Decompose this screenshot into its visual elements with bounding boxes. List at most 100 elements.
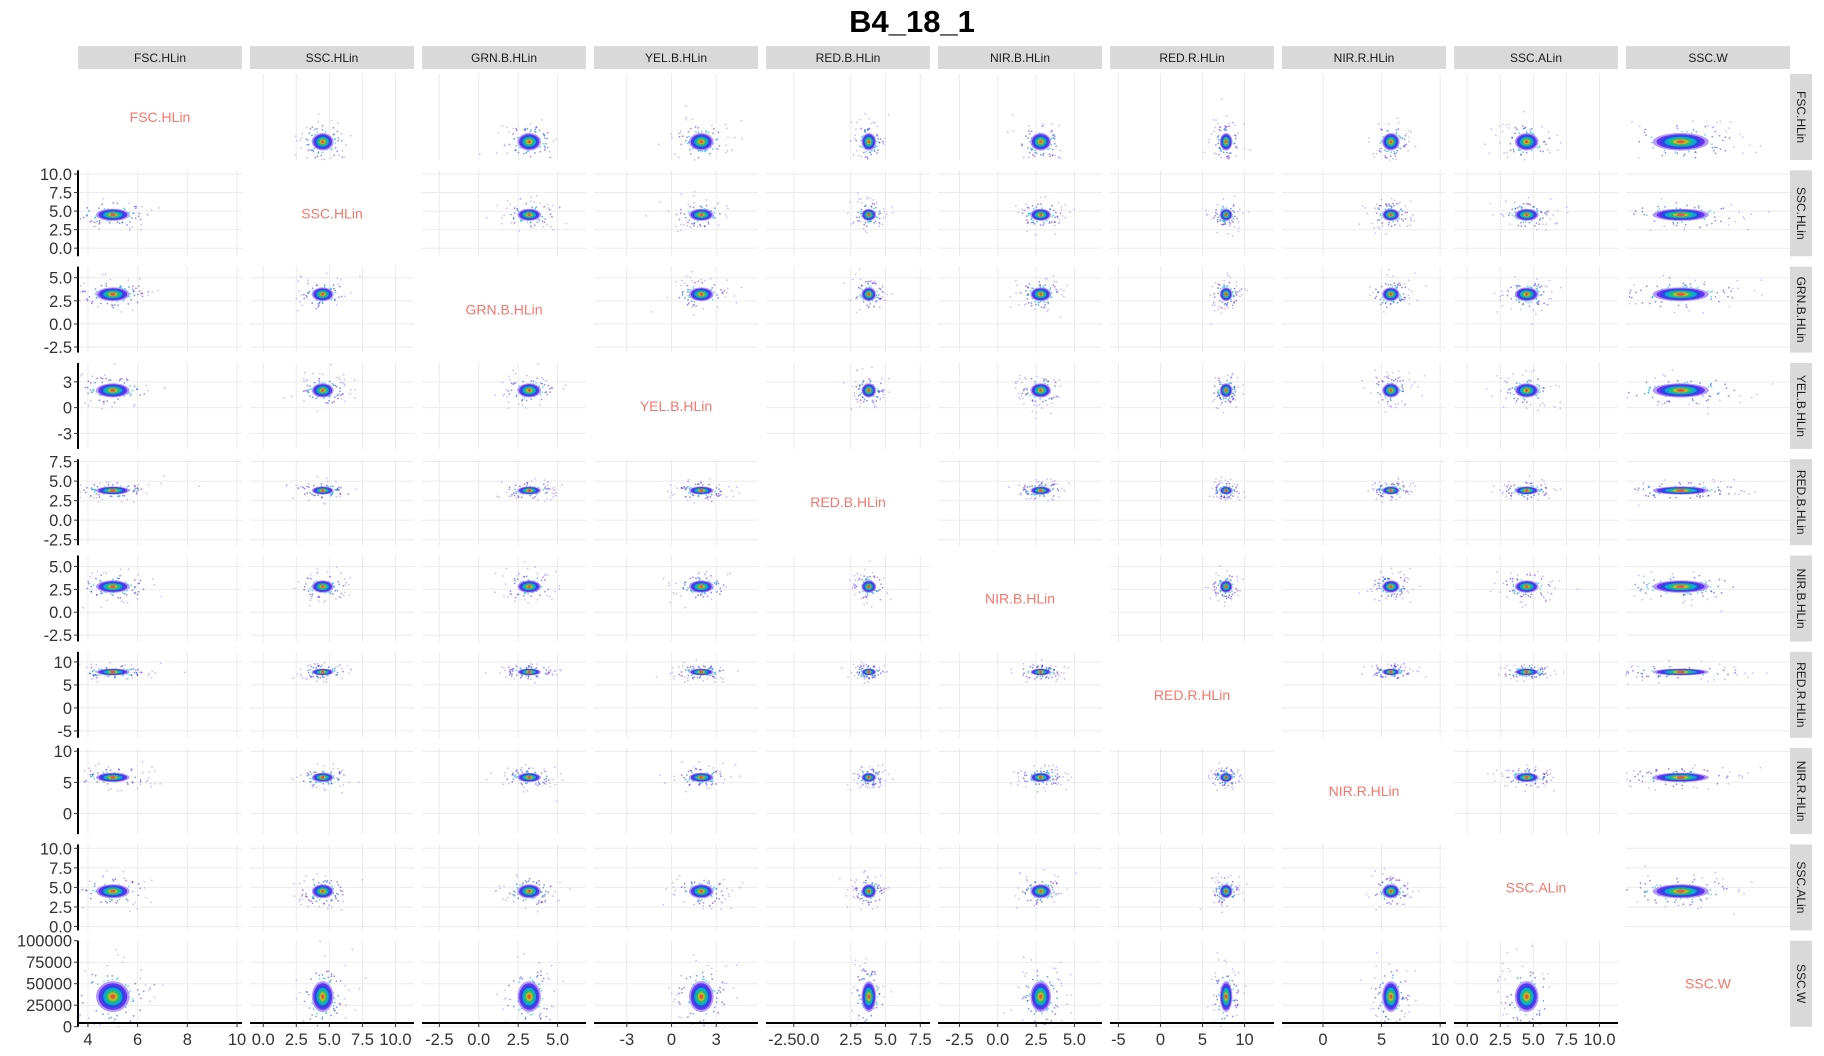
data-point xyxy=(101,407,103,410)
data-point xyxy=(689,148,691,151)
data-point xyxy=(1376,203,1378,206)
data-point xyxy=(1703,218,1706,221)
data-point xyxy=(544,492,547,495)
data-point xyxy=(1040,407,1043,409)
data-point xyxy=(1404,286,1407,289)
data-point xyxy=(709,152,711,155)
data-point xyxy=(1064,203,1067,206)
data-point xyxy=(1231,492,1234,494)
data-point xyxy=(1240,293,1243,296)
data-point xyxy=(354,388,357,391)
data-point xyxy=(90,220,93,222)
data-point xyxy=(135,287,137,290)
data-point xyxy=(307,499,310,502)
data-point xyxy=(1656,404,1659,406)
data-point xyxy=(285,483,288,486)
data-point xyxy=(1664,152,1667,154)
data-point xyxy=(108,379,110,382)
data-point xyxy=(1051,148,1054,151)
data-point xyxy=(520,220,523,222)
data-point xyxy=(1538,145,1541,148)
data-point xyxy=(1520,221,1522,224)
panel xyxy=(594,170,758,257)
data-point xyxy=(87,380,90,383)
data-point xyxy=(713,211,716,214)
data-point xyxy=(1517,149,1520,151)
data-point xyxy=(306,485,308,488)
gridlines xyxy=(594,266,758,353)
data-point xyxy=(91,572,93,575)
gridlines xyxy=(78,555,242,642)
data-point xyxy=(1390,378,1393,381)
data-point xyxy=(1552,214,1554,217)
data-point xyxy=(1530,131,1532,134)
data-point xyxy=(725,144,727,146)
data-point xyxy=(552,495,555,498)
data-point xyxy=(131,389,134,392)
data-point xyxy=(534,128,537,131)
density-core xyxy=(96,383,130,398)
data-point xyxy=(1034,417,1037,420)
data-point xyxy=(1499,299,1502,301)
data-point xyxy=(85,486,88,489)
data-point xyxy=(856,216,858,219)
data-point xyxy=(1042,222,1045,224)
data-point xyxy=(296,309,299,312)
data-point xyxy=(87,582,90,585)
data-point xyxy=(1378,489,1381,492)
data-point xyxy=(858,197,860,200)
data-point xyxy=(1230,497,1232,500)
data-point xyxy=(869,151,871,154)
data-point xyxy=(111,483,114,486)
data-point xyxy=(198,485,200,487)
density-ring xyxy=(1224,140,1228,144)
data-point xyxy=(1039,397,1041,400)
data-point xyxy=(1231,374,1234,376)
data-point xyxy=(725,216,728,219)
data-point xyxy=(1728,217,1731,220)
data-point xyxy=(870,205,873,208)
data-point xyxy=(1706,224,1708,227)
data-point xyxy=(1506,485,1508,488)
data-point xyxy=(1034,151,1037,154)
data-point xyxy=(666,296,669,299)
data-point xyxy=(1235,154,1238,157)
data-point xyxy=(1044,195,1047,198)
data-point xyxy=(1215,478,1217,480)
data-point xyxy=(1684,223,1687,226)
data-point xyxy=(1222,198,1225,201)
data-point xyxy=(1515,400,1518,402)
density-core xyxy=(96,486,130,495)
data-point xyxy=(307,139,309,141)
data-point xyxy=(80,374,82,377)
data-point xyxy=(1538,384,1540,387)
data-point xyxy=(1525,151,1528,154)
data-point xyxy=(1506,381,1509,383)
data-point xyxy=(1512,148,1515,151)
data-point xyxy=(1236,376,1239,379)
density-core xyxy=(96,287,130,302)
data-point xyxy=(1698,483,1701,486)
data-point xyxy=(1227,306,1229,309)
data-point xyxy=(95,594,98,596)
data-point xyxy=(533,224,536,227)
strip-label: FSC.HLin xyxy=(134,51,186,65)
data-point xyxy=(1380,140,1383,143)
data-point xyxy=(101,381,104,384)
strip-label: YEL.B.HLin xyxy=(1794,375,1808,437)
data-point xyxy=(1393,152,1396,155)
data-point xyxy=(126,224,128,226)
data-point xyxy=(1011,114,1014,116)
data-point xyxy=(525,407,528,409)
data-point xyxy=(343,155,346,158)
data-point xyxy=(1247,210,1250,213)
data-point xyxy=(1404,205,1407,207)
data-point xyxy=(1215,406,1218,409)
data-point xyxy=(308,132,311,135)
data-point xyxy=(337,283,339,286)
data-point xyxy=(1223,128,1225,131)
data-point xyxy=(1383,149,1386,152)
data-point xyxy=(1400,218,1403,221)
data-point xyxy=(1667,381,1670,383)
data-point xyxy=(549,387,551,390)
